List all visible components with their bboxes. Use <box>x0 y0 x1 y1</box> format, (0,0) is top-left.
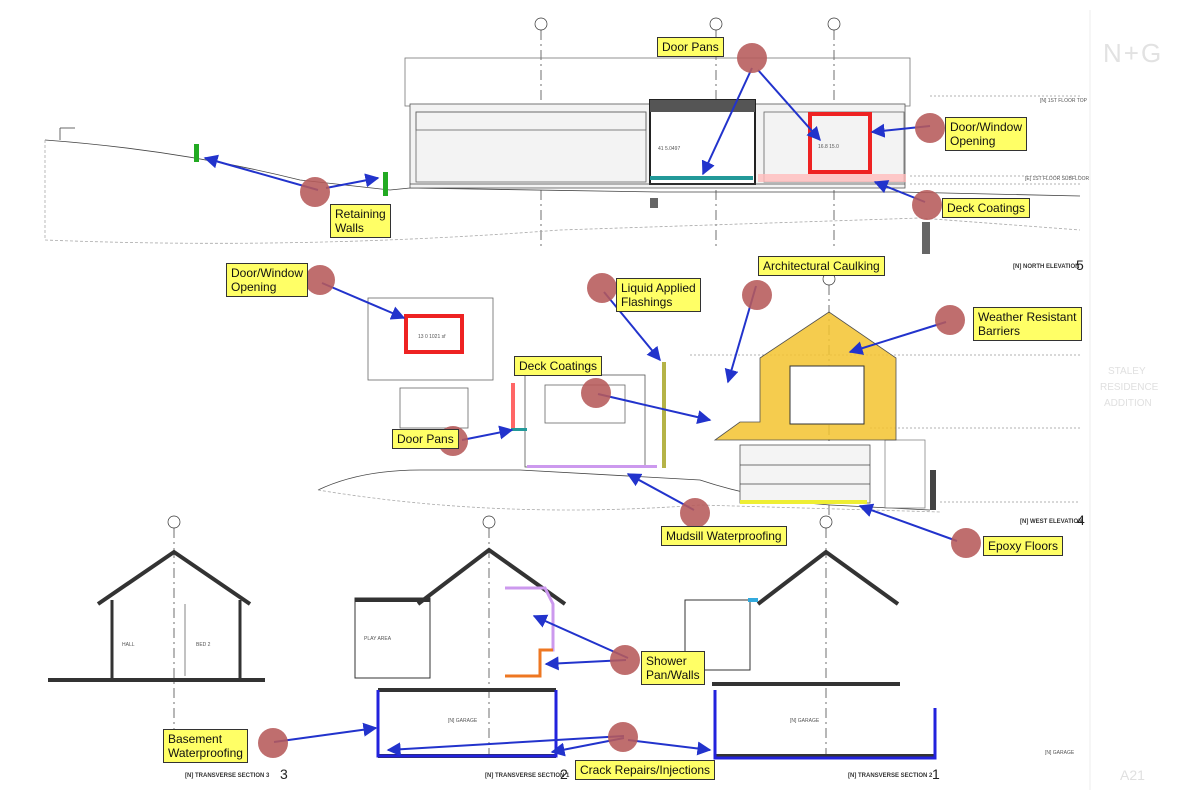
level-label-garage: [N] GARAGE <box>1045 750 1075 756</box>
caulk-highlight-section <box>748 598 758 602</box>
firm-logo: N+G <box>1103 38 1163 68</box>
west-window <box>789 365 865 425</box>
marker-dot <box>300 177 330 207</box>
project-name-line3: ADDITION <box>1104 398 1152 409</box>
marker-dot <box>608 722 638 752</box>
basement-wall-highlight-1 <box>376 690 558 758</box>
section-1-number: 2 <box>560 766 568 782</box>
sheet-number: A21 <box>1120 767 1145 783</box>
section-1 <box>354 547 567 758</box>
level-label-roof: [N] 1ST FLOOR TOP <box>1040 98 1088 104</box>
callout-retaining-walls: Retaining Walls <box>330 204 391 238</box>
room-label-play-area: PLAY AREA <box>364 636 392 642</box>
callout-epoxy-floors: Epoxy Floors <box>983 536 1064 556</box>
project-name-line2: RESIDENCE <box>1100 382 1159 393</box>
callout-door-pans-mid: Door Pans <box>392 429 459 449</box>
section-3-number: 3 <box>280 766 288 782</box>
west-elevation <box>317 297 1080 513</box>
callout-architectural-caulking: Architectural Caulking <box>758 256 885 276</box>
west-elevation-title: [N] WEST ELEVATION <box>1020 519 1082 525</box>
title-block: N+G STALEY RESIDENCE ADDITION A21 <box>1089 10 1163 790</box>
flashing-highlight <box>662 362 666 468</box>
opening-highlight-north <box>808 112 872 174</box>
retaining-wall-highlight-2 <box>383 172 388 196</box>
room-label-garage-2: [N] GARAGE <box>790 718 820 724</box>
room-label-hall: HALL <box>122 642 135 648</box>
callout-mudsill-waterproofing: Mudsill Waterproofing <box>661 526 787 546</box>
marker-dot <box>258 728 288 758</box>
section-1-title: [N] TRANSVERSE SECTION 1 <box>485 773 570 779</box>
callout-weather-resistant-barriers: Weather Resistant Barriers <box>973 307 1082 341</box>
section-2-title: [N] TRANSVERSE SECTION 2 <box>848 773 933 779</box>
marker-dot <box>305 265 335 295</box>
callout-deck-coatings-mid: Deck Coatings <box>514 356 603 376</box>
room-label-garage-1: [N] GARAGE <box>448 718 478 724</box>
door-pan-highlight-west <box>511 428 527 431</box>
basement-wall-highlight-2 <box>713 690 937 760</box>
callout-door-window-opening-right: Door/Window Opening <box>945 117 1028 151</box>
callout-door-pans-top: Door Pans <box>657 37 724 57</box>
mudsill-highlight <box>527 465 657 468</box>
callout-liquid-applied-flashings: Liquid Applied Flashings <box>616 278 701 312</box>
room-label-bed2: BED 2 <box>196 642 211 648</box>
retaining-wall-highlight-1 <box>194 144 199 162</box>
marker-dot <box>915 113 945 143</box>
north-elevation <box>44 57 1081 254</box>
section-2 <box>684 549 937 758</box>
north-elevation-title: [N] NORTH ELEVATION <box>1013 264 1079 270</box>
marker-dot <box>912 190 942 220</box>
marker-dot <box>951 528 981 558</box>
north-elevation-number: 5 <box>1076 257 1084 273</box>
callout-shower-pan-walls: Shower Pan/Walls <box>641 651 705 685</box>
callout-crack-repairs-injections: Crack Repairs/Injections <box>575 760 716 780</box>
shower-pan-highlight <box>505 648 553 678</box>
epoxy-floor-highlight <box>740 500 867 504</box>
opening-highlight-west <box>404 314 464 354</box>
area-label-top: 41 5.0497 <box>658 146 680 152</box>
level-label-floor: [E] 1ST FLOOR SUBFLOOR <box>1025 176 1089 182</box>
marker-dot <box>680 498 710 528</box>
marker-dot <box>581 378 611 408</box>
deck-coating-highlight-north <box>758 174 906 182</box>
marker-dot <box>587 273 617 303</box>
project-name-line1: STALEY <box>1108 366 1146 377</box>
marker-dot <box>610 645 640 675</box>
callout-basement-waterproofing: Basement Waterproofing <box>163 729 248 763</box>
door-pan-highlight-north <box>650 176 753 180</box>
marker-dot <box>935 305 965 335</box>
callout-deck-coatings-top: Deck Coatings <box>942 198 1031 218</box>
deck-coating-highlight-west <box>511 383 515 431</box>
shower-wall-highlight <box>505 586 555 678</box>
west-elevation-number: 4 <box>1077 512 1085 528</box>
section-3 <box>48 549 265 682</box>
marker-dot <box>737 43 767 73</box>
callout-door-window-opening-left: Door/Window Opening <box>226 263 309 297</box>
area-label-left: 13 0 1021 sf <box>418 334 446 340</box>
section-2-number: 1 <box>932 766 940 782</box>
area-label-top-right: 16.8 15.0 <box>818 144 839 150</box>
marker-dot <box>742 280 772 310</box>
section-3-title: [N] TRANSVERSE SECTION 3 <box>185 773 270 779</box>
